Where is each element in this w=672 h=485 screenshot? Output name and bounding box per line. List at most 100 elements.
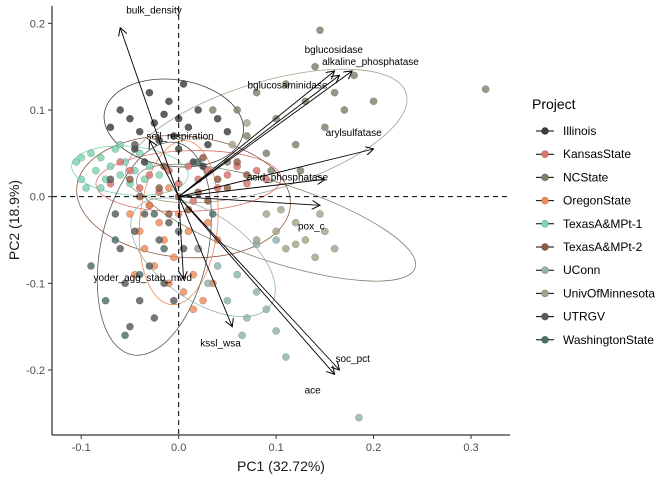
point-illinois: [170, 132, 178, 140]
loading-label-bglucosaminidase: bglucosaminidase: [247, 80, 327, 91]
point-texasa-mpt-1: [96, 184, 105, 192]
point-ncstate: [291, 140, 300, 149]
point-oregonstate: [189, 305, 198, 314]
point-univofminnesota: [272, 227, 280, 236]
point-kansasstate: [126, 166, 134, 175]
point-ncstate: [321, 123, 329, 132]
legend-key-illinois: [541, 127, 549, 135]
point-univofminnesota: [330, 244, 339, 253]
loading-label-acid-phosphatase: acid_phosphatase: [247, 172, 329, 183]
point-kansasstate: [116, 158, 125, 166]
point-washingtonstate: [121, 331, 129, 340]
point-univofminnesota: [311, 253, 319, 262]
x-tick-label: 0.0: [171, 442, 186, 454]
loading-label-soc-pct: soc_pct: [335, 354, 370, 365]
loading-arrow-bulk-density: [120, 28, 180, 197]
loading-arrow-kssl-wsa: [178, 196, 233, 327]
point-univofminnesota: [262, 210, 271, 218]
point-utrgv: [126, 322, 134, 331]
ellipse-utrgv: [96, 141, 212, 356]
y-tick-label: -0.1: [26, 278, 45, 290]
point-illinois: [140, 158, 149, 166]
point-washingtonstate: [160, 244, 168, 253]
point-univofminnesota: [291, 240, 300, 249]
point-washingtonstate: [101, 296, 110, 305]
point-uconn: [204, 279, 212, 288]
legend-key-washingtonstate: [541, 335, 549, 344]
point-oregonstate: [155, 218, 163, 227]
point-kansasstate: [135, 184, 144, 192]
ellipse-oregonstate: [138, 140, 219, 306]
legend-key-texasa-mpt-1: [541, 219, 549, 228]
loading-label-kssl-wsa: kssl_wsa: [200, 339, 241, 350]
point-univofminnesota: [301, 236, 310, 244]
ellipse-ncstate: [136, 163, 417, 282]
point-kansasstate: [189, 197, 198, 205]
point-uconn: [355, 413, 363, 422]
point-oregonstate: [179, 288, 188, 296]
point-texasa-mpt-1: [140, 175, 149, 184]
loading-arrow-soil-respiration: [149, 140, 180, 197]
legend-label-ncstate: NCState: [563, 170, 609, 184]
point-oregonstate: [199, 296, 207, 305]
loading-arrow-bglucosaminidase: [178, 75, 340, 198]
point-ncstate: [233, 106, 241, 114]
legend-key-oregonstate: [541, 196, 549, 205]
point-kansasstate: [145, 171, 154, 179]
point-texasa-mpt-1: [92, 166, 100, 175]
loading-arrow-bglucosidase: [178, 71, 335, 198]
point-utrgv: [160, 279, 168, 288]
point-ncstate: [208, 106, 217, 114]
point-illinois: [213, 114, 222, 123]
point-washingtonstate: [150, 210, 159, 218]
legend-label-texasa-mpt-1: TexasA&MPt-1: [563, 217, 643, 231]
point-utrgv: [179, 244, 188, 253]
point-oregonstate: [145, 201, 154, 210]
legend-key-ncstate: [541, 173, 549, 182]
point-texasa-mpt-1: [116, 140, 125, 149]
point-univofminnesota: [291, 218, 300, 227]
legend-key-univofminnesota: [541, 289, 549, 298]
point-kansasstate: [223, 171, 232, 179]
point-illinois: [165, 97, 173, 106]
point-oregonstate: [140, 244, 149, 253]
loading-label-yoder-agg-stab-mwd: yoder_agg_stab_mwd: [94, 273, 192, 284]
loading-arrow-arylsulfatase: [178, 149, 374, 198]
point-oregonstate: [170, 253, 178, 262]
legend-label-texasa-mpt-2: TexasA&MPt-2: [563, 240, 643, 254]
point-kansasstate: [184, 162, 193, 171]
y-tick-label: 0.2: [30, 18, 45, 30]
loading-label-arylsulfatase: arylsulfatase: [326, 128, 383, 139]
loading-arrow-soc-pct: [178, 196, 340, 370]
legend-label-utrgv: UTRGV: [563, 310, 605, 324]
point-texasa-mpt-1: [135, 149, 144, 158]
point-illinois: [179, 80, 188, 88]
loading-arrow-yoder-agg-stab-mwd: [178, 196, 184, 279]
loading-arrow-ace: [178, 196, 335, 375]
point-uconn: [233, 270, 241, 279]
loading-label-bulk-density: bulk_density: [126, 6, 182, 17]
point-ncstate: [340, 106, 349, 114]
point-illinois: [145, 88, 154, 97]
point-texasa-mpt-2: [213, 175, 222, 184]
point-texasa-mpt-1: [82, 184, 90, 192]
point-ncstate: [252, 88, 261, 97]
x-tick-label: 0.3: [463, 442, 478, 454]
point-utrgv: [145, 262, 154, 270]
point-texasa-mpt-2: [199, 153, 207, 162]
y-axis-title: PC2 (18.9%): [6, 180, 22, 260]
point-uconn: [252, 288, 261, 296]
loading-label-soil-respiration: soil_respiration: [146, 131, 213, 142]
point-illinois: [199, 162, 207, 171]
point-illinois: [116, 106, 125, 114]
point-texasa-mpt-2: [243, 171, 251, 179]
point-washingtonstate: [208, 210, 217, 218]
point-univofminnesota: [282, 244, 290, 253]
point-illinois: [135, 127, 144, 136]
point-ncstate: [262, 149, 271, 158]
loading-arrow-pox-c: [178, 196, 320, 206]
legend: Illinois KansasState NCState OregonState Tex…: [536, 124, 655, 347]
point-washingtonstate: [87, 262, 95, 270]
point-utrgv: [111, 210, 120, 218]
point-oregonstate: [189, 270, 198, 279]
